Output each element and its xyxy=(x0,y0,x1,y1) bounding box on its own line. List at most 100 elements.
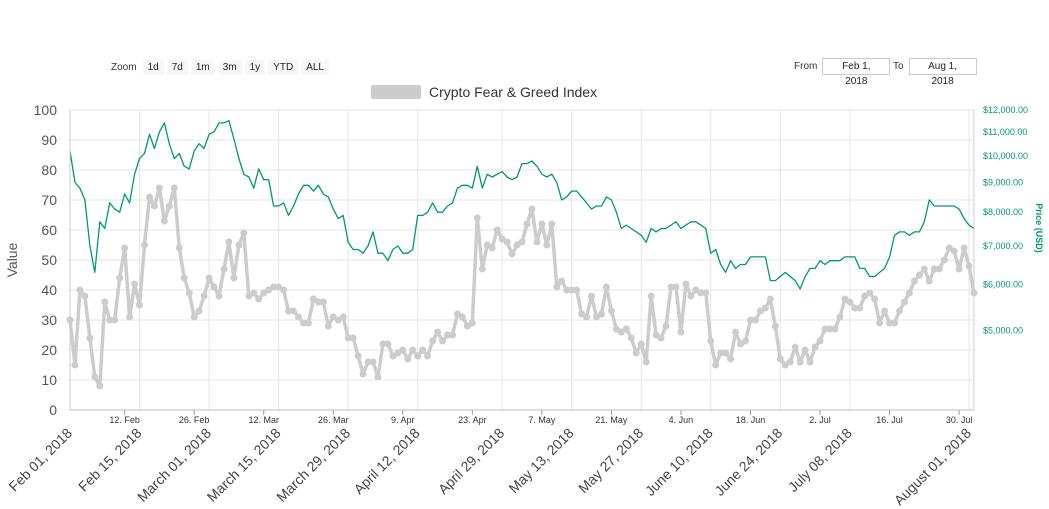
fng-point xyxy=(960,244,968,252)
zoom-ytd-button[interactable]: YTD xyxy=(268,59,299,75)
fng-point xyxy=(106,316,114,324)
to-date-input[interactable]: Aug 1, 2018 xyxy=(908,58,977,87)
fng-point xyxy=(414,352,422,360)
fng-point xyxy=(101,298,109,306)
fng-point xyxy=(280,286,288,294)
y-left-tick-label: 100 xyxy=(34,102,58,118)
fng-point xyxy=(727,355,735,363)
zoom-7d-button[interactable]: 7d xyxy=(166,59,188,75)
fng-point xyxy=(379,340,387,348)
x-tick-label: April 29, 2018 xyxy=(435,425,508,498)
to-label: To xyxy=(893,61,904,72)
fng-point xyxy=(573,286,581,294)
fng-point xyxy=(856,304,864,312)
fng-point xyxy=(558,277,566,285)
fng-point xyxy=(300,319,307,327)
fng-point xyxy=(478,265,486,273)
fng-point xyxy=(965,262,973,270)
nav-tick-label: 21. May xyxy=(595,415,628,425)
zoom-1m-button[interactable]: 1m xyxy=(190,59,215,75)
fng-point xyxy=(568,286,576,294)
fng-point xyxy=(141,241,148,249)
fng-point xyxy=(881,307,889,315)
fng-point xyxy=(503,238,511,246)
fng-point xyxy=(821,325,829,333)
range-to: To Aug 1, 2018 xyxy=(893,58,977,87)
fng-point xyxy=(667,283,675,291)
fng-point xyxy=(742,337,749,345)
fng-point xyxy=(866,289,874,297)
fng-point xyxy=(180,274,188,282)
x-tick-label: June 10, 2018 xyxy=(642,425,716,499)
fng-point xyxy=(523,220,531,228)
fng-point xyxy=(170,184,178,192)
fng-point xyxy=(657,334,665,342)
nav-tick-label: 23. Apr xyxy=(458,415,487,425)
fng-point xyxy=(150,202,158,210)
fng-point xyxy=(409,346,417,354)
fng-point xyxy=(548,220,556,228)
nav-tick-label: 26. Mar xyxy=(318,415,349,425)
from-date-input[interactable]: Feb 1, 2018 xyxy=(822,58,891,87)
y-right-tick-label: $8,000.00 xyxy=(983,207,1023,217)
fng-point xyxy=(488,244,496,252)
fng-point xyxy=(707,337,715,345)
zoom-3m-button[interactable]: 3m xyxy=(217,59,242,75)
fng-point xyxy=(449,331,456,339)
fng-point xyxy=(270,283,278,291)
fng-point xyxy=(444,331,451,339)
fng-point xyxy=(712,361,720,369)
fng-point xyxy=(647,292,655,300)
fng-point xyxy=(747,316,754,324)
fng-point xyxy=(399,346,407,354)
x-tick-label: Feb 15, 2018 xyxy=(75,425,145,495)
nav-tick-label: 30. Jul xyxy=(946,415,973,425)
fng-point xyxy=(543,241,551,249)
fng-point xyxy=(851,304,859,312)
y-left-tick-label: 20 xyxy=(41,342,57,358)
fng-point xyxy=(185,289,193,297)
fng-point xyxy=(354,352,362,360)
fng-point xyxy=(826,325,834,333)
fng-point xyxy=(598,310,605,318)
fng-point xyxy=(111,316,119,324)
fng-point xyxy=(240,229,248,237)
fng-point xyxy=(588,292,595,300)
fng-point xyxy=(702,289,710,297)
y-left-axis-title: Value xyxy=(4,242,20,277)
fng-point xyxy=(290,307,297,315)
fng-point xyxy=(622,325,630,333)
zoom-all-button[interactable]: ALL xyxy=(301,59,329,75)
fng-point xyxy=(632,349,640,357)
fng-point xyxy=(230,274,238,282)
legend-label: Crypto Fear & Greed Index xyxy=(429,84,598,100)
zoom-1d-button[interactable]: 1d xyxy=(142,59,164,75)
y-left-tick-label: 10 xyxy=(41,372,57,388)
y-left-tick-label: 80 xyxy=(41,162,57,178)
fng-point xyxy=(319,298,327,306)
fng-point xyxy=(71,361,79,369)
y-left-tick-label: 30 xyxy=(41,312,57,328)
fng-point xyxy=(96,382,104,390)
y-left-tick-label: 50 xyxy=(41,252,57,268)
nav-tick-label: 12. Mar xyxy=(248,415,279,425)
fng-point xyxy=(876,319,884,327)
fng-point xyxy=(791,343,799,351)
fng-point xyxy=(950,247,958,255)
fng-point xyxy=(602,283,610,291)
fng-point xyxy=(563,286,571,294)
fng-point xyxy=(349,334,357,342)
fng-point xyxy=(528,205,536,213)
chart-legend[interactable]: Crypto Fear & Greed Index xyxy=(371,84,597,100)
fng-point xyxy=(717,349,725,357)
x-tick-label: April 12, 2018 xyxy=(350,425,423,498)
y-left-tick-label: 40 xyxy=(41,282,57,298)
fng-point xyxy=(806,358,814,366)
fng-point xyxy=(364,358,372,366)
fng-point xyxy=(324,322,332,330)
zoom-1y-button[interactable]: 1y xyxy=(244,59,266,75)
x-tick-label: March 01, 2018 xyxy=(134,425,214,505)
y-right-tick-label: $6,000.00 xyxy=(983,280,1023,290)
fng-point xyxy=(126,313,134,321)
fng-point xyxy=(404,355,412,363)
